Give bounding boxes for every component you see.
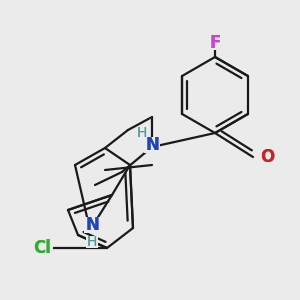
Text: N: N — [85, 216, 99, 234]
Text: Cl: Cl — [33, 239, 51, 257]
Bar — [84, 217, 100, 233]
Text: F: F — [209, 34, 221, 52]
Bar — [259, 149, 275, 165]
Text: H: H — [87, 235, 97, 249]
Text: F: F — [209, 34, 221, 52]
Text: O: O — [260, 148, 274, 166]
Bar — [208, 36, 222, 50]
Text: H: H — [137, 126, 147, 140]
Text: Cl: Cl — [33, 239, 51, 257]
Bar — [31, 240, 53, 256]
Text: N: N — [85, 216, 99, 234]
Bar — [86, 236, 98, 248]
Bar — [144, 137, 160, 153]
Text: H: H — [137, 126, 147, 140]
Text: O: O — [260, 148, 274, 166]
Text: H: H — [87, 235, 97, 249]
Bar — [136, 127, 148, 139]
Text: N: N — [145, 136, 159, 154]
Text: N: N — [145, 136, 159, 154]
